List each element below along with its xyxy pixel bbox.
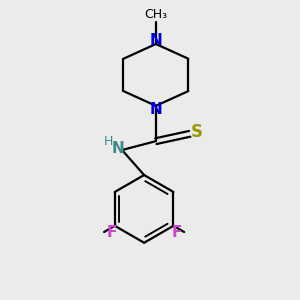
Text: F: F — [172, 224, 182, 239]
Text: N: N — [111, 141, 124, 156]
Text: N: N — [149, 102, 162, 117]
Text: N: N — [149, 33, 162, 48]
Text: F: F — [106, 224, 117, 239]
Text: CH₃: CH₃ — [144, 8, 167, 21]
Text: H: H — [104, 135, 113, 148]
Text: S: S — [191, 123, 203, 141]
